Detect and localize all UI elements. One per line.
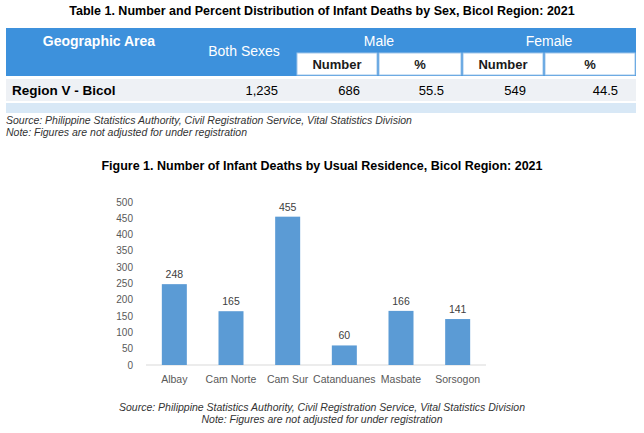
x-tick-label: Catanduanes [313, 373, 375, 385]
y-tick-label: 350 [116, 245, 133, 256]
subheader-cell [545, 53, 635, 75]
tick-mark [143, 250, 146, 251]
y-tick-label: 450 [116, 213, 133, 224]
header-group: Male [364, 33, 395, 49]
table-title: Table 1. Number and Percent Distribution… [69, 4, 574, 18]
table-cell: 55.5 [419, 83, 444, 98]
tick-mark [143, 218, 146, 219]
table-cell: 44.5 [593, 83, 618, 98]
table-footer-band [6, 103, 636, 113]
table-cell: 549 [504, 83, 526, 98]
y-tick-label: 300 [116, 262, 133, 273]
table-note: Note: Figures are not adjusted for under… [6, 126, 247, 138]
tick-mark [143, 348, 146, 349]
x-tick-label: Cam Sur [267, 373, 309, 385]
subheader-cell [463, 53, 543, 75]
header-cell: Geographic Area [43, 33, 156, 49]
table-cell: 686 [338, 83, 360, 98]
header-group: Female [526, 33, 573, 49]
bar [219, 311, 244, 365]
data-label: 248 [166, 268, 184, 280]
y-tick-label: 0 [127, 360, 133, 371]
data-label: 165 [222, 295, 240, 307]
subheader-cell [297, 53, 377, 75]
tick-mark [143, 267, 146, 268]
row-label: Region V - Bicol [12, 83, 116, 98]
y-tick-label: 250 [116, 278, 133, 289]
x-tick-label: Sorsogon [435, 373, 480, 385]
bars [162, 217, 470, 365]
subheader-cell [379, 53, 461, 75]
chart-title: Figure 1. Number of Infant Deaths by Usu… [101, 159, 542, 173]
tick-mark [143, 202, 146, 203]
page: Table 1. Number and Percent Distribution… [0, 0, 644, 433]
subheader: % [414, 57, 426, 72]
tick-mark [143, 234, 146, 235]
header-cell: Both Sexes [208, 43, 280, 59]
tick-mark [143, 332, 146, 333]
x-tick-label: Cam Norte [206, 373, 257, 385]
y-tick-label: 150 [116, 311, 133, 322]
bar [332, 345, 357, 365]
data-label: 166 [392, 295, 410, 307]
bar [445, 319, 470, 365]
data-label: 60 [338, 329, 350, 341]
y-tick-label: 200 [116, 294, 133, 305]
row-bg [6, 79, 636, 101]
table-cell: 1,235 [245, 83, 278, 98]
y-tick-label: 50 [122, 343, 134, 354]
subheader: % [584, 57, 596, 72]
bar [389, 311, 414, 365]
chart-annotation: Source: Philippine Statistics Authority,… [119, 401, 525, 413]
axis-line [146, 365, 486, 366]
tick-mark [143, 316, 146, 317]
header-bg [6, 28, 636, 76]
x-tick-label: Masbate [381, 373, 421, 385]
bar [162, 284, 187, 365]
subheader: Number [478, 57, 527, 72]
table-source: Source: Philippine Statistics Authority,… [6, 114, 412, 126]
data-label: 455 [279, 201, 297, 213]
subheader: Number [312, 57, 361, 72]
data-label: 141 [449, 303, 467, 315]
x-tick-label: Albay [161, 373, 188, 385]
chart-annotation: Note: Figures are not adjusted for under… [201, 413, 442, 425]
y-tick-label: 100 [116, 327, 133, 338]
y-tick-label: 500 [116, 197, 133, 208]
tick-mark [143, 299, 146, 300]
tick-mark [143, 283, 146, 284]
tick-mark [143, 365, 146, 366]
y-tick-label: 400 [116, 229, 133, 240]
bar [275, 217, 300, 365]
